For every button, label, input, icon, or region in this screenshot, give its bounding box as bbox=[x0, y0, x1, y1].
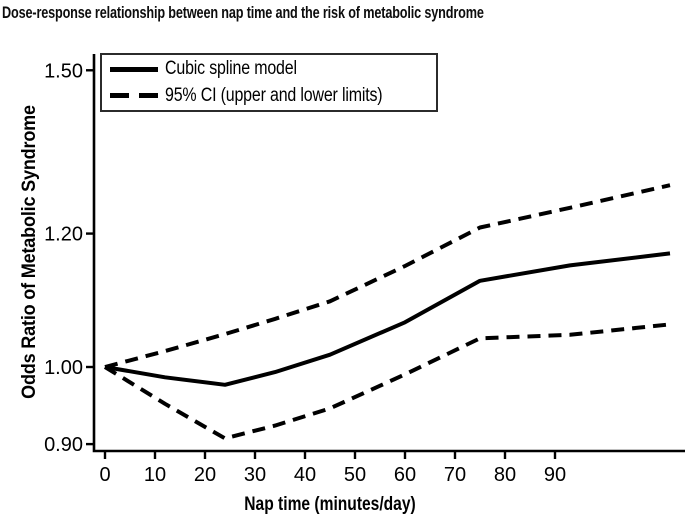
legend-entry-cubic-spline: Cubic spline model bbox=[102, 57, 436, 81]
y-tick-label: 1.00 bbox=[44, 357, 83, 379]
x-tick-label: 20 bbox=[194, 464, 216, 486]
legend: Cubic spline model 95% CI (upper and low… bbox=[100, 53, 438, 112]
ci-upper-line bbox=[104, 183, 671, 369]
chart-title: Dose-response relationship between nap t… bbox=[2, 3, 484, 22]
x-tick-label: 90 bbox=[544, 464, 566, 486]
x-tick-label: 50 bbox=[344, 464, 366, 486]
x-axis-label: Nap time (minutes/day) bbox=[244, 494, 416, 515]
legend-entry-ci: 95% CI (upper and lower limits) bbox=[102, 84, 436, 108]
axis-spines bbox=[92, 54, 685, 453]
x-tick-label: 30 bbox=[244, 464, 266, 486]
ci-lower-line bbox=[103, 322, 671, 441]
x-tick-label: 80 bbox=[494, 464, 516, 486]
x-tick-label: 60 bbox=[394, 464, 416, 486]
dashed-line-sample-icon bbox=[110, 93, 158, 99]
y-axis-label: Odds Ratio of Metabolic Syndrome bbox=[19, 105, 40, 399]
y-tick-label: 1.20 bbox=[44, 224, 83, 246]
y-tick-label: 0.90 bbox=[44, 434, 83, 456]
cubic-spline-line bbox=[104, 251, 671, 387]
x-tick-label: 70 bbox=[444, 464, 466, 486]
x-tick-label: 0 bbox=[99, 464, 110, 486]
y-tick-label: 1.50 bbox=[44, 60, 83, 82]
legend-label: Cubic spline model bbox=[165, 58, 297, 80]
x-tick-label: 40 bbox=[294, 464, 316, 486]
solid-line-sample-icon bbox=[110, 66, 158, 72]
x-tick-label: 10 bbox=[144, 464, 166, 486]
legend-label: 95% CI (upper and lower limits) bbox=[165, 84, 383, 106]
